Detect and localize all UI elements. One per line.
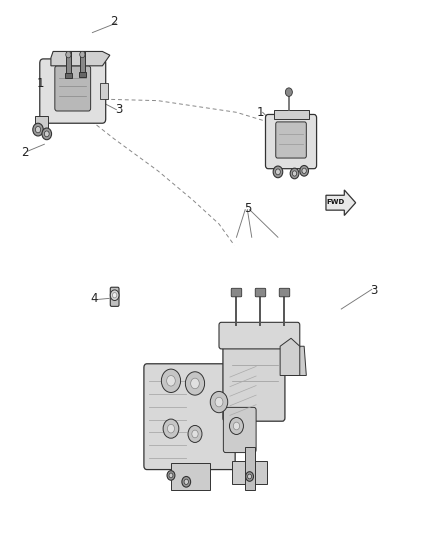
Circle shape <box>300 165 308 176</box>
Polygon shape <box>326 190 356 215</box>
Text: 5: 5 <box>244 201 251 214</box>
Polygon shape <box>51 52 110 66</box>
Circle shape <box>233 422 240 430</box>
Text: 1: 1 <box>257 106 264 119</box>
Polygon shape <box>289 346 306 375</box>
Circle shape <box>192 430 198 438</box>
Circle shape <box>35 126 41 133</box>
Bar <box>245 447 255 490</box>
Circle shape <box>66 52 71 58</box>
Text: 2: 2 <box>110 15 118 28</box>
FancyBboxPatch shape <box>144 364 235 470</box>
FancyBboxPatch shape <box>255 288 266 297</box>
Circle shape <box>185 372 205 395</box>
Bar <box>79 71 86 77</box>
Bar <box>66 52 71 72</box>
FancyBboxPatch shape <box>40 59 106 123</box>
Circle shape <box>110 290 119 301</box>
Polygon shape <box>280 338 300 375</box>
Bar <box>232 461 267 484</box>
Circle shape <box>33 123 43 136</box>
Bar <box>100 83 108 99</box>
FancyBboxPatch shape <box>110 287 119 306</box>
Circle shape <box>302 168 306 173</box>
Circle shape <box>166 376 175 386</box>
Circle shape <box>42 128 52 140</box>
Circle shape <box>167 424 174 433</box>
FancyBboxPatch shape <box>219 322 300 349</box>
Circle shape <box>188 425 202 442</box>
Circle shape <box>230 417 244 434</box>
Bar <box>171 463 210 490</box>
Circle shape <box>169 473 173 478</box>
FancyBboxPatch shape <box>55 66 91 111</box>
Text: FWD: FWD <box>326 199 344 205</box>
Text: 1: 1 <box>36 77 44 90</box>
Circle shape <box>182 477 191 487</box>
Circle shape <box>276 169 280 175</box>
Bar <box>274 110 308 119</box>
Circle shape <box>273 166 283 177</box>
Circle shape <box>113 293 117 298</box>
FancyBboxPatch shape <box>223 407 256 453</box>
Polygon shape <box>35 116 48 128</box>
FancyBboxPatch shape <box>265 115 317 168</box>
Circle shape <box>210 391 228 413</box>
Text: 3: 3 <box>115 103 122 116</box>
FancyBboxPatch shape <box>276 122 306 158</box>
Circle shape <box>246 472 254 481</box>
Circle shape <box>292 171 297 176</box>
Text: 2: 2 <box>21 146 28 159</box>
Circle shape <box>167 471 175 480</box>
Text: 4: 4 <box>91 292 98 305</box>
Circle shape <box>80 51 85 58</box>
Text: 3: 3 <box>370 284 378 297</box>
Circle shape <box>191 378 199 389</box>
Circle shape <box>161 369 180 392</box>
Bar <box>65 72 72 78</box>
Circle shape <box>184 479 188 484</box>
Circle shape <box>247 474 251 479</box>
Circle shape <box>215 397 223 407</box>
Circle shape <box>290 168 299 179</box>
Circle shape <box>286 88 292 96</box>
FancyBboxPatch shape <box>223 341 285 421</box>
FancyBboxPatch shape <box>231 288 242 297</box>
FancyBboxPatch shape <box>279 288 290 297</box>
Circle shape <box>163 419 179 438</box>
Bar <box>80 52 85 71</box>
Circle shape <box>44 131 49 137</box>
